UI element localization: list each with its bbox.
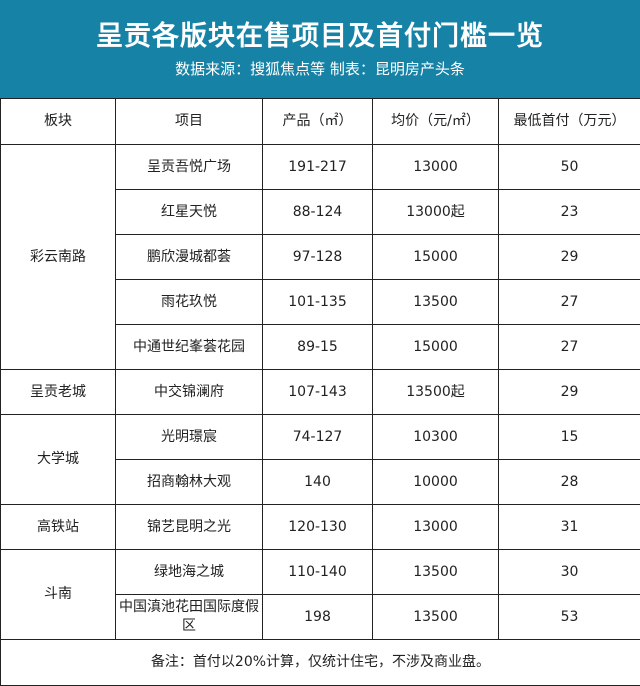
down-payment-cell: 15 bbox=[498, 414, 640, 460]
table-row: 高铁站 锦艺昆明之光 120-130 13000 31 bbox=[0, 504, 640, 550]
column-header-project: 项目 bbox=[115, 98, 263, 145]
size-cell: 101-135 bbox=[262, 279, 373, 325]
price-cell: 13000 bbox=[372, 504, 499, 550]
district-cell: 高铁站 bbox=[0, 504, 116, 550]
size-cell: 89-15 bbox=[262, 324, 373, 370]
column-header-price: 均价（元/㎡） bbox=[372, 98, 499, 145]
price-cell: 10000 bbox=[372, 459, 499, 505]
district-cell: 呈贡老城 bbox=[0, 369, 116, 415]
title-banner: 呈贡各版块在售项目及首付门槛一览 数据来源：搜狐焦点等 制表：昆明房产头条 bbox=[0, 0, 640, 98]
note-row: 备注：首付以20%计算，仅统计住宅，不涉及商业盘。 bbox=[0, 639, 640, 686]
price-cell: 15000 bbox=[372, 324, 499, 370]
page-subtitle: 数据来源：搜狐焦点等 制表：昆明房产头条 bbox=[175, 60, 465, 78]
table-row: 鹏欣漫城都荟 97-128 15000 29 bbox=[1, 234, 640, 280]
size-cell: 140 bbox=[262, 459, 373, 505]
price-cell: 13500 bbox=[372, 594, 499, 640]
size-cell: 198 bbox=[262, 594, 373, 640]
price-cell: 15000 bbox=[372, 234, 499, 280]
project-cell: 绿地海之城 bbox=[115, 549, 263, 595]
size-cell: 88-124 bbox=[262, 189, 373, 235]
project-cell: 光明璟宸 bbox=[115, 414, 263, 460]
projects-table: 板块 项目 产品（㎡） 均价（元/㎡） 最低首付（万元） 彩云南路 呈贡吾悦广场 1… bbox=[0, 98, 640, 686]
project-cell: 雨花玖悦 bbox=[115, 279, 263, 325]
table-row: 中国滇池花田国际度假区 198 13500 53 bbox=[1, 594, 640, 640]
note-text: 备注：首付以20%计算，仅统计住宅，不涉及商业盘。 bbox=[0, 639, 640, 686]
size-cell: 74-127 bbox=[262, 414, 373, 460]
size-cell: 110-140 bbox=[262, 549, 373, 595]
down-payment-cell: 28 bbox=[498, 459, 640, 505]
table-row: 彩云南路 呈贡吾悦广场 191-217 13000 50 bbox=[0, 144, 640, 370]
project-cell: 鹏欣漫城都荟 bbox=[115, 234, 263, 280]
column-header-district: 板块 bbox=[0, 98, 116, 145]
price-cell: 13500起 bbox=[372, 369, 499, 415]
down-payment-cell: 29 bbox=[498, 369, 640, 415]
district-cell: 斗南 bbox=[0, 549, 116, 640]
down-payment-cell: 53 bbox=[498, 594, 640, 640]
project-cell: 中国滇池花田国际度假区 bbox=[115, 594, 263, 640]
table-header-row: 板块 项目 产品（㎡） 均价（元/㎡） 最低首付（万元） bbox=[0, 98, 640, 145]
down-payment-cell: 23 bbox=[498, 189, 640, 235]
page-title: 呈贡各版块在售项目及首付门槛一览 bbox=[96, 21, 544, 52]
price-cell: 13000起 bbox=[372, 189, 499, 235]
table-row: 呈贡老城 中交锦澜府 107-143 13500起 29 bbox=[0, 369, 640, 415]
table-row: 红星天悦 88-124 13000起 23 bbox=[1, 189, 640, 235]
table-row: 雨花玖悦 101-135 13500 27 bbox=[1, 279, 640, 325]
down-payment-cell: 30 bbox=[498, 549, 640, 595]
price-cell: 13500 bbox=[372, 279, 499, 325]
district-cell: 彩云南路 bbox=[0, 144, 116, 370]
down-payment-cell: 31 bbox=[498, 504, 640, 550]
table-row: 招商翰林大观 140 10000 28 bbox=[1, 459, 640, 505]
size-cell: 191-217 bbox=[262, 144, 373, 190]
district-cell: 大学城 bbox=[0, 414, 116, 505]
project-cell: 中通世纪峯荟花园 bbox=[115, 324, 263, 370]
project-cell: 红星天悦 bbox=[115, 189, 263, 235]
size-cell: 107-143 bbox=[262, 369, 373, 415]
project-cell: 招商翰林大观 bbox=[115, 459, 263, 505]
price-cell: 13000 bbox=[372, 144, 499, 190]
project-cell: 呈贡吾悦广场 bbox=[115, 144, 263, 190]
column-header-down-payment: 最低首付（万元） bbox=[498, 98, 640, 145]
table-row: 斗南 绿地海之城 110-140 13500 30 bbox=[0, 549, 640, 640]
size-cell: 97-128 bbox=[262, 234, 373, 280]
column-header-size: 产品（㎡） bbox=[262, 98, 373, 145]
price-cell: 13500 bbox=[372, 549, 499, 595]
size-cell: 120-130 bbox=[262, 504, 373, 550]
price-cell: 10300 bbox=[372, 414, 499, 460]
down-payment-cell: 50 bbox=[498, 144, 640, 190]
table-row: 中通世纪峯荟花园 89-15 15000 27 bbox=[1, 324, 640, 370]
down-payment-cell: 27 bbox=[498, 324, 640, 370]
project-cell: 中交锦澜府 bbox=[115, 369, 263, 415]
project-cell: 锦艺昆明之光 bbox=[115, 504, 263, 550]
table-row: 大学城 光明璟宸 74-127 10300 15 bbox=[0, 414, 640, 505]
down-payment-cell: 27 bbox=[498, 279, 640, 325]
down-payment-cell: 29 bbox=[498, 234, 640, 280]
